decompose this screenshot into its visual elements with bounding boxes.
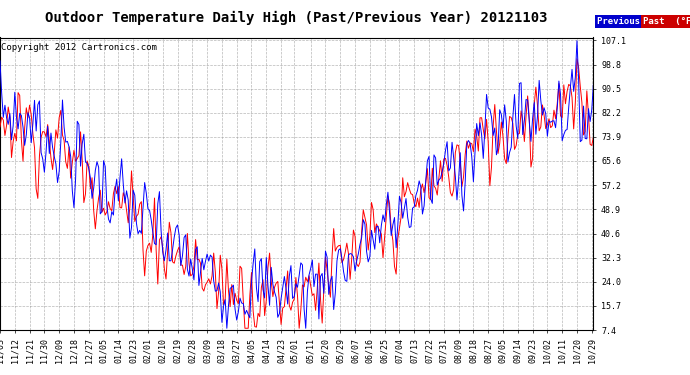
Text: Outdoor Temperature Daily High (Past/Previous Year) 20121103: Outdoor Temperature Daily High (Past/Pre… <box>46 11 548 26</box>
Text: Previous  (°F): Previous (°F) <box>597 17 672 26</box>
Text: Past  (°F): Past (°F) <box>643 17 690 26</box>
Text: Copyright 2012 Cartronics.com: Copyright 2012 Cartronics.com <box>1 44 157 52</box>
